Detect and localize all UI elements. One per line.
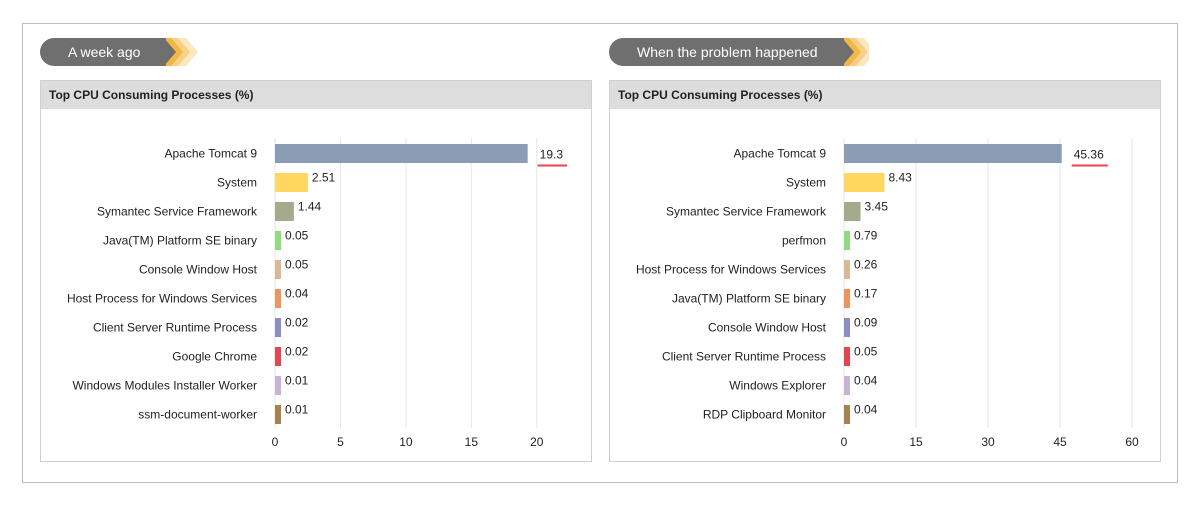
value-label: 0.05 — [285, 258, 309, 272]
bar — [844, 347, 850, 366]
category-label: Host Process for Windows Services — [636, 263, 826, 277]
value-label: 3.45 — [865, 200, 889, 214]
bar — [844, 260, 850, 279]
value-label: 0.05 — [854, 345, 878, 359]
category-label: Client Server Runtime Process — [93, 321, 257, 335]
category-label: Symantec Service Framework — [97, 205, 258, 219]
value-label: 0.04 — [854, 374, 878, 388]
category-label: Google Chrome — [172, 350, 257, 364]
value-label: 0.17 — [854, 287, 878, 301]
bar — [275, 405, 281, 424]
bar — [844, 202, 861, 221]
category-label: RDP Clipboard Monitor — [703, 408, 826, 422]
category-label: Windows Explorer — [729, 379, 826, 393]
bar-chart: Apache Tomcat 9 19.3 System 2.51 Symantec Se… — [67, 138, 568, 449]
bar — [275, 376, 281, 395]
period-tag: When the problem happened — [609, 38, 869, 66]
value-label: 0.05 — [285, 229, 309, 243]
x-tick-label: 30 — [981, 435, 995, 449]
value-label: 1.44 — [298, 200, 322, 214]
bar — [844, 318, 850, 337]
category-label: Client Server Runtime Process — [662, 350, 826, 364]
section-week-ago: A week ago Top CPU Consuming Processes (… — [40, 0, 600, 462]
value-label: 0.02 — [285, 316, 309, 330]
bar — [844, 231, 850, 250]
value-label: 8.43 — [888, 171, 912, 185]
bar-chart: Apache Tomcat 9 45.36 System 8.43 Symantec S… — [636, 138, 1139, 449]
value-label: 0.09 — [854, 316, 878, 330]
bar — [844, 405, 850, 424]
value-label: 0.02 — [285, 345, 309, 359]
category-label: Host Process for Windows Services — [67, 292, 257, 306]
bar — [275, 347, 281, 366]
bar — [275, 202, 294, 221]
bar — [844, 289, 850, 308]
chart-title: Top CPU Consuming Processes (%) — [610, 81, 1160, 109]
category-label: Console Window Host — [708, 321, 827, 335]
chart-panel: Top CPU Consuming Processes (%) Apache T… — [609, 80, 1161, 462]
value-label: 2.51 — [312, 171, 336, 185]
category-label: Windows Modules Installer Worker — [72, 379, 257, 393]
category-label: Apache Tomcat 9 — [733, 147, 826, 161]
category-label: Apache Tomcat 9 — [164, 147, 257, 161]
x-tick-label: 60 — [1125, 435, 1139, 449]
category-label: Java(TM) Platform SE binary — [672, 292, 826, 306]
x-tick-label: 15 — [465, 435, 479, 449]
value-label: 0.01 — [285, 374, 309, 388]
bar — [275, 231, 281, 250]
category-label: System — [217, 176, 257, 190]
period-tag-label: A week ago — [40, 38, 167, 66]
category-label: Java(TM) Platform SE binary — [103, 234, 257, 248]
period-tag: A week ago — [40, 38, 300, 66]
bar — [844, 376, 850, 395]
comparison-frame — [22, 23, 1178, 483]
x-tick-label: 5 — [337, 435, 344, 449]
bar — [275, 173, 308, 192]
x-tick-label: 10 — [399, 435, 413, 449]
value-label: 0.26 — [854, 258, 878, 272]
chart-panel: Top CPU Consuming Processes (%) Apache T… — [40, 80, 592, 462]
section-problem-happened: When the problem happened Top CPU Consum… — [609, 0, 1169, 462]
category-label: Console Window Host — [139, 263, 258, 277]
bar — [844, 173, 885, 192]
category-label: ssm-document-worker — [138, 408, 257, 422]
bar — [275, 260, 281, 279]
period-tag-label: When the problem happened — [609, 38, 844, 66]
category-label: Symantec Service Framework — [666, 205, 827, 219]
category-label: perfmon — [782, 234, 826, 248]
value-label: 0.04 — [854, 403, 878, 417]
bar — [275, 289, 281, 308]
x-tick-label: 0 — [841, 435, 848, 449]
bar — [844, 144, 1062, 163]
value-label: 0.01 — [285, 403, 309, 417]
value-label: 45.36 — [1074, 148, 1104, 162]
x-tick-label: 45 — [1053, 435, 1067, 449]
bar — [275, 144, 528, 163]
bar — [275, 318, 281, 337]
value-label: 0.79 — [854, 229, 878, 243]
value-label: 19.3 — [540, 148, 564, 162]
x-tick-label: 20 — [530, 435, 544, 449]
category-label: System — [786, 176, 826, 190]
chart-title: Top CPU Consuming Processes (%) — [41, 81, 591, 109]
value-label: 0.04 — [285, 287, 309, 301]
x-tick-label: 0 — [272, 435, 279, 449]
x-tick-label: 15 — [909, 435, 923, 449]
